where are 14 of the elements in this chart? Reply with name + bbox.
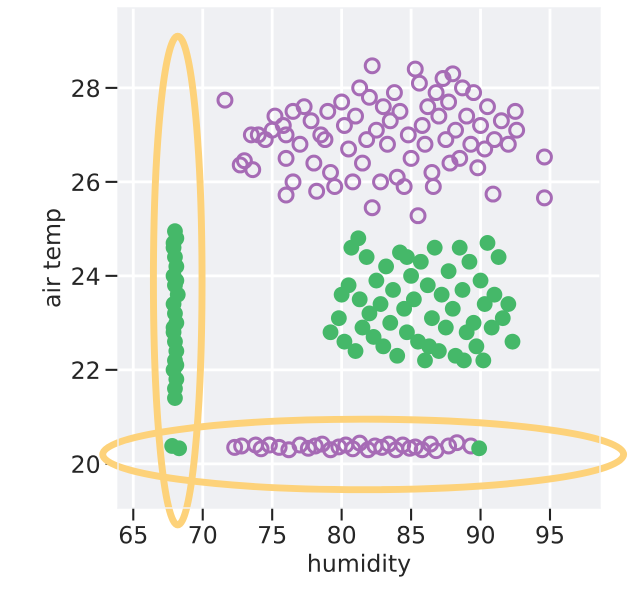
x-axis-title: humidity — [309, 554, 410, 577]
x-tick-label: 65 — [120, 526, 146, 544]
x-tick-label: 80 — [328, 526, 356, 544]
y-tick-label: 24 — [72, 267, 100, 285]
x-tick-label: 90 — [467, 526, 494, 544]
y-tick-label: 28 — [72, 79, 100, 98]
y-axis-title: air temp — [42, 209, 66, 307]
y-tick-label: 26 — [72, 173, 100, 192]
x-tick-label: 70 — [190, 526, 216, 544]
x-tick-label: 75 — [259, 526, 286, 544]
x-tick-label: 95 — [536, 526, 563, 544]
y-tick-label: 22 — [72, 361, 98, 379]
x-tick-label: 85 — [398, 526, 424, 544]
y-tick-label: 20 — [72, 455, 100, 474]
